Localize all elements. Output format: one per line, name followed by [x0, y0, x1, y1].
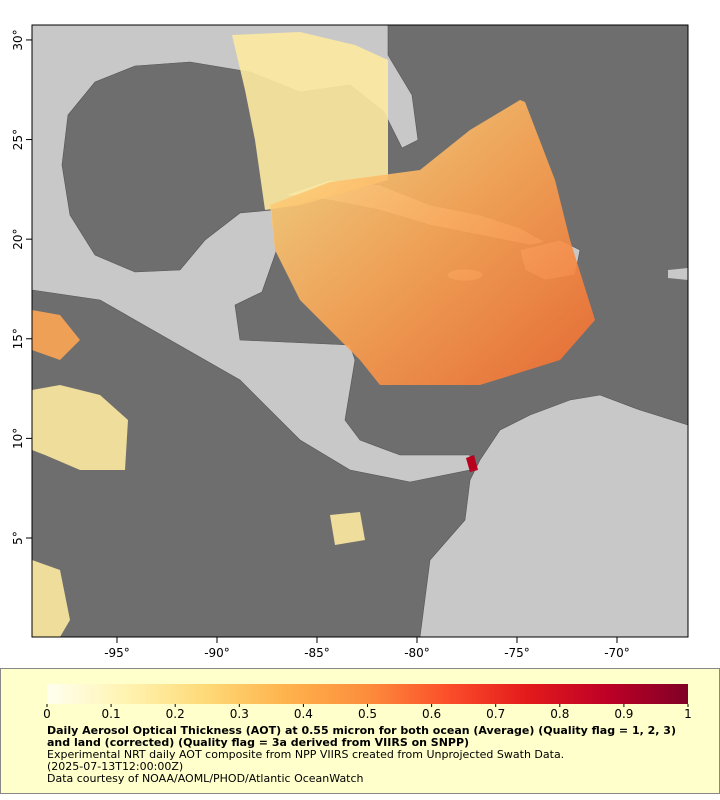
- x-tick-label: -95°: [104, 646, 130, 660]
- colorbar-tick-label: 0.2: [166, 707, 185, 721]
- caption-line: Data courtesy of NOAA/AOML/PHOD/Atlantic…: [47, 772, 364, 785]
- map-frame: [31, 24, 689, 638]
- caption-line: Experimental NRT daily AOT composite fro…: [47, 748, 565, 761]
- aerosol-patch: [32, 385, 128, 470]
- y-tick-label: 30°: [11, 29, 25, 50]
- y-tick-label: 15°: [11, 328, 25, 349]
- colorbar-tick-label: 0.9: [614, 707, 633, 721]
- colorbar: [47, 684, 688, 704]
- x-tick-label: -70°: [604, 646, 630, 660]
- x-tick-label: -85°: [304, 646, 330, 660]
- colorbar-tick-label: 0.7: [486, 707, 505, 721]
- colorbar-tick-label: 0.5: [358, 707, 377, 721]
- land: [668, 268, 688, 280]
- colorbar-tick-label: 0.1: [102, 707, 121, 721]
- colorbar-tick-label: 0.3: [230, 707, 249, 721]
- y-tick-label: 25°: [11, 129, 25, 150]
- colorbar-tick-label: 0: [43, 707, 51, 721]
- y-tick-label: 20°: [11, 229, 25, 250]
- aerosol-swath: [232, 32, 388, 210]
- x-tick-label: -75°: [504, 646, 530, 660]
- land: [419, 394, 688, 637]
- x-tick-label: -90°: [204, 646, 230, 660]
- colorbar-tick-label: 0.8: [550, 707, 569, 721]
- colorbar-tick-label: 1: [684, 707, 692, 721]
- colorbar-tick-label: 0.4: [294, 707, 313, 721]
- aerosol-patch: [466, 455, 478, 472]
- caption: Daily Aerosol Optical Thickness (AOT) at…: [47, 725, 687, 785]
- aerosol-swath: [270, 100, 595, 385]
- x-tick-label: -80°: [404, 646, 430, 660]
- y-tick-label: 10°: [11, 428, 25, 449]
- y-tick-label: 5°: [11, 531, 25, 545]
- colorbar-tick-label: 0.6: [422, 707, 441, 721]
- aerosol-patch: [32, 310, 80, 360]
- aerosol-patch: [330, 512, 365, 545]
- caption-title: Daily Aerosol Optical Thickness (AOT) at…: [47, 724, 676, 749]
- aerosol-patch: [32, 560, 70, 637]
- caption-line: (2025-07-13T12:00:00Z): [47, 760, 184, 773]
- map-area: [32, 25, 688, 637]
